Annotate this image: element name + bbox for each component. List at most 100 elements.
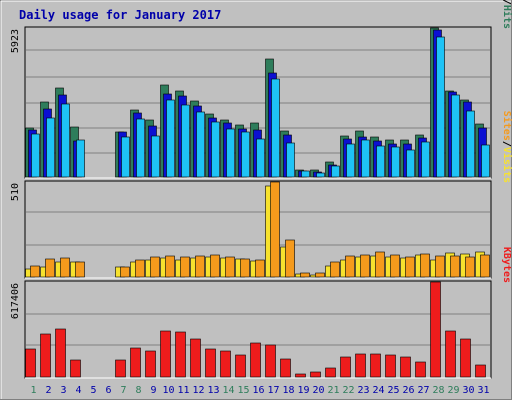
bar-sites-day-20 xyxy=(315,272,325,278)
bar-pages-day-20 xyxy=(316,172,325,178)
bar-kbytes-day-24 xyxy=(370,353,381,378)
panel-usage-ymax-label: 5923 xyxy=(10,29,21,53)
panel-kbytes-legend: KBytes xyxy=(501,247,512,283)
bar-kbytes-day-11 xyxy=(175,331,186,378)
bar-kbytes-day-15 xyxy=(235,354,246,378)
x-tick-label-27: 27 xyxy=(417,385,429,396)
bar-kbytes-day-4 xyxy=(70,359,81,378)
x-tick-label-4: 4 xyxy=(75,385,81,396)
bar-sites-day-29 xyxy=(450,255,460,278)
x-tick-label-10: 10 xyxy=(162,385,174,396)
bar-kbytes-day-20 xyxy=(310,371,321,378)
legend-entry: KBytes xyxy=(501,247,512,283)
panels-group: 5923Pages/Files/Hits510Sites/Visits61740… xyxy=(10,0,512,379)
bar-kbytes-day-17 xyxy=(265,344,276,378)
panel-visits-ymax-label: 510 xyxy=(10,183,21,201)
bar-pages-day-12 xyxy=(196,111,205,178)
x-tick-label-25: 25 xyxy=(387,385,399,396)
x-tick-label-13: 13 xyxy=(207,385,219,396)
x-tick-label-6: 6 xyxy=(105,385,111,396)
x-tick-label-29: 29 xyxy=(447,385,459,396)
x-tick-label-9: 9 xyxy=(150,385,156,396)
bar-pages-day-31 xyxy=(481,144,490,178)
bar-sites-day-17 xyxy=(270,181,280,278)
bar-sites-day-31 xyxy=(480,254,490,278)
x-tick-label-19: 19 xyxy=(297,385,309,396)
bar-pages-day-26 xyxy=(406,149,415,178)
bar-pages-day-30 xyxy=(466,110,475,178)
x-tick-label-18: 18 xyxy=(282,385,294,396)
x-tick-label-26: 26 xyxy=(402,385,414,396)
x-tick-label-21: 21 xyxy=(327,385,339,396)
bar-pages-day-21 xyxy=(331,165,340,178)
bar-kbytes-day-13 xyxy=(205,348,216,378)
bar-sites-day-24 xyxy=(375,251,385,278)
bar-sites-day-16 xyxy=(255,259,265,278)
bar-pages-day-8 xyxy=(136,118,145,178)
x-tick-label-12: 12 xyxy=(192,385,204,396)
bar-kbytes-day-1 xyxy=(25,348,36,378)
bar-kbytes-day-8 xyxy=(130,347,141,378)
bar-pages-day-1 xyxy=(31,133,40,178)
bar-pages-day-10 xyxy=(166,99,175,178)
x-tick-label-15: 15 xyxy=(237,385,249,396)
legend-entry: / xyxy=(501,0,512,5)
bar-kbytes-day-31 xyxy=(475,364,486,378)
bar-sites-day-18 xyxy=(285,239,295,278)
bar-sites-day-7 xyxy=(120,266,130,278)
x-tick-label-31: 31 xyxy=(477,385,489,396)
legend-entry: / xyxy=(501,141,512,147)
bar-pages-day-22 xyxy=(346,143,355,178)
bar-pages-day-28 xyxy=(436,36,445,178)
bar-sites-day-12 xyxy=(195,255,205,278)
bar-sites-day-4 xyxy=(75,261,85,278)
x-tick-label-14: 14 xyxy=(222,385,234,396)
panel-usage: 5923 Pages/Files/Hits xyxy=(10,0,512,179)
x-tick-label-22: 22 xyxy=(342,385,354,396)
bar-sites-day-23 xyxy=(360,254,370,278)
x-tick-label-1: 1 xyxy=(30,385,36,396)
bar-sites-day-13 xyxy=(210,254,220,278)
x-axis-labels: 1 2 3 4 5 6 7 8 9 10 11 12 13 14 15 16 17 18 19 20 21 22 23 24 2… xyxy=(30,385,489,396)
bar-pages-day-18 xyxy=(286,142,295,178)
x-tick-label-2: 2 xyxy=(45,385,51,396)
bar-pages-day-2 xyxy=(46,117,55,178)
bar-kbytes-day-26 xyxy=(400,356,411,378)
bar-kbytes-day-19 xyxy=(295,373,306,378)
bar-pages-day-25 xyxy=(391,146,400,178)
x-tick-label-23: 23 xyxy=(357,385,369,396)
panel-kbytes-ymax-label: 617406 xyxy=(10,283,21,319)
chart-title: Daily usage for January 2017 xyxy=(19,8,221,22)
x-tick-label-3: 3 xyxy=(60,385,66,396)
panel-visits-legend: Sites/Visits xyxy=(501,111,512,183)
bar-kbytes-day-3 xyxy=(55,328,66,378)
x-tick-label-24: 24 xyxy=(372,385,384,396)
x-tick-label-11: 11 xyxy=(177,385,189,396)
bar-kbytes-day-2 xyxy=(40,333,51,378)
panel-kbytes: 617406 KBytes xyxy=(10,247,512,379)
bar-kbytes-day-27 xyxy=(415,361,426,378)
bar-kbytes-day-16 xyxy=(250,342,261,378)
x-tick-label-5: 5 xyxy=(90,385,96,396)
legend-entry: Visits xyxy=(501,147,512,183)
bar-sites-day-8 xyxy=(135,259,145,278)
bar-kbytes-day-7 xyxy=(115,359,126,378)
bar-sites-day-14 xyxy=(225,256,235,278)
bar-sites-day-2 xyxy=(45,258,55,278)
legend-entry: Hits xyxy=(501,5,512,29)
bar-sites-day-26 xyxy=(405,256,415,278)
bar-kbytes-day-18 xyxy=(280,358,291,378)
panel-visits: 510 Sites/Visits xyxy=(10,111,512,279)
bar-pages-day-11 xyxy=(181,104,190,178)
bar-pages-day-4 xyxy=(76,139,85,178)
bar-sites-day-25 xyxy=(390,254,400,278)
bar-pages-day-27 xyxy=(421,141,430,178)
bar-pages-day-15 xyxy=(241,131,250,178)
legend-entry: Sites xyxy=(501,111,512,141)
bar-kbytes-day-28 xyxy=(430,281,441,378)
x-tick-label-30: 30 xyxy=(462,385,474,396)
bar-kbytes-day-22 xyxy=(340,356,351,378)
bar-sites-day-30 xyxy=(465,256,475,278)
bar-sites-day-19 xyxy=(300,272,310,278)
